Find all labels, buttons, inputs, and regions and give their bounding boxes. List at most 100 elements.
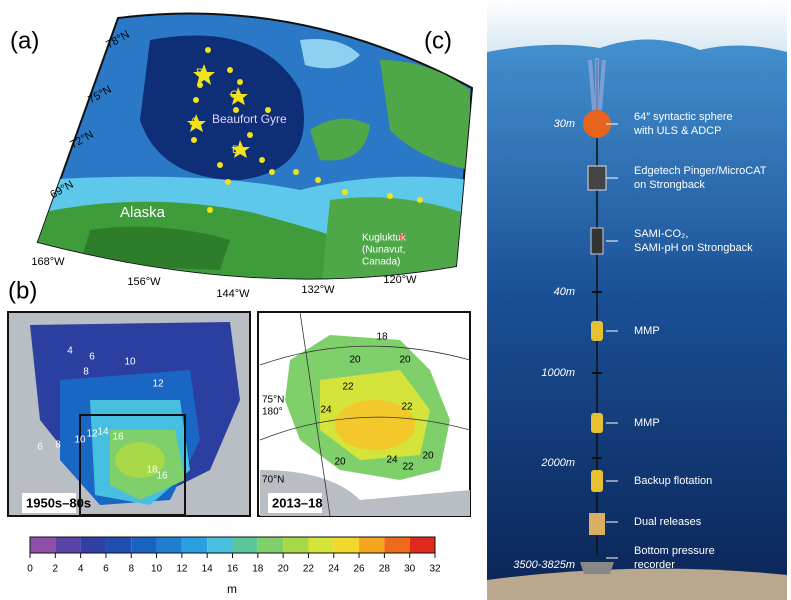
place-label: Beaufort Gyre xyxy=(212,112,287,126)
colorbar-tick-label: 32 xyxy=(429,564,441,575)
colorbar-tick-label: 18 xyxy=(252,564,264,575)
place-label: Canada) xyxy=(362,257,400,268)
contour-label: 12 xyxy=(152,379,164,390)
contour-label: 16 xyxy=(112,432,124,443)
lon-label: 156°W xyxy=(127,276,161,288)
instrument-label: SAMI-CO₂, xyxy=(634,228,688,240)
colorbar-tick-label: 14 xyxy=(202,564,214,575)
contour-label: 6 xyxy=(89,352,95,363)
site-label: A xyxy=(190,116,198,128)
contour-label: 16 xyxy=(156,471,168,482)
instrument-label: Bottom pressure xyxy=(634,545,715,557)
colorbar-tick-label: 16 xyxy=(227,564,239,575)
colorbar-tick-label: 4 xyxy=(78,564,84,575)
lon-label: 144°W xyxy=(216,288,250,300)
colorbar-segment xyxy=(81,537,106,553)
panel-label: (c) xyxy=(424,27,452,54)
lat-label: 75°N xyxy=(262,395,284,406)
colorbar-segment xyxy=(334,537,359,553)
colorbar-tick-label: 30 xyxy=(404,564,416,575)
period-label: 2013–18 xyxy=(272,495,323,510)
colorbar-tick-label: 24 xyxy=(328,564,340,575)
instrument-label: MMP xyxy=(634,325,660,337)
instrument-label: with ULS & ADCP xyxy=(633,125,721,137)
panel-label: (b) xyxy=(8,277,37,304)
contour-label: 8 xyxy=(83,367,89,378)
contour-label: 20 xyxy=(334,457,346,468)
instrument-label: on Strongback xyxy=(634,179,705,191)
colorbar-tick-label: 6 xyxy=(103,564,109,575)
colorbar-segment xyxy=(182,537,207,553)
contour-label: 6 xyxy=(37,442,43,453)
contour-label: 24 xyxy=(386,455,398,466)
contour-label: 8 xyxy=(55,440,61,451)
colorbar-tick-label: 28 xyxy=(379,564,391,575)
colorbar-segment xyxy=(410,537,435,553)
contour-label: 12 xyxy=(86,429,98,440)
site-label: C xyxy=(230,89,238,101)
lat-label: 70°N xyxy=(262,475,284,486)
colorbar-segment xyxy=(157,537,182,553)
figure: (a)(b)(c)78°N75°N72°N69°N168°W156°W144°W… xyxy=(0,0,791,600)
mooring-scene xyxy=(487,0,787,600)
lon-label: 180° xyxy=(262,407,283,418)
instrument-label: Edgetech Pinger/MicroCAT xyxy=(634,165,767,177)
colorbar-tick-label: 26 xyxy=(354,564,366,575)
contour-label: 22 xyxy=(402,462,414,473)
contour-label: 22 xyxy=(401,402,413,413)
map-a xyxy=(30,13,472,300)
colorbar-segment xyxy=(308,537,333,553)
colorbar-segment xyxy=(207,537,232,553)
depth-label: 30m xyxy=(554,118,575,130)
place-label: Alaska xyxy=(120,204,166,221)
instrument-label: recorder xyxy=(634,559,675,571)
lon-label: 132°W xyxy=(301,284,335,296)
place-label: (Nunavut, xyxy=(362,245,405,256)
colorbar-segment xyxy=(30,537,55,553)
depth-label: 1000m xyxy=(541,367,575,379)
instrument-label: Backup flotation xyxy=(634,475,712,487)
depth-label: 2000m xyxy=(540,457,575,469)
colorbar-segment xyxy=(283,537,308,553)
colorbar-segment xyxy=(384,537,409,553)
colorbar-segment xyxy=(131,537,156,553)
contour-label: 14 xyxy=(97,427,109,438)
contour-label: 22 xyxy=(342,382,354,393)
colorbar-tick-label: 2 xyxy=(53,564,59,575)
contour-label: 10 xyxy=(74,435,86,446)
instrument-label: SAMI-pH on Strongback xyxy=(634,242,753,254)
colorbar-segment xyxy=(233,537,258,553)
contour-label: 20 xyxy=(399,355,411,366)
instrument-label: 64″ syntactic sphere xyxy=(634,111,733,123)
contour-label: 4 xyxy=(67,346,73,357)
instrument-label: Dual releases xyxy=(634,516,702,528)
contour-label: 20 xyxy=(422,451,434,462)
panel-label: (a) xyxy=(10,27,39,54)
depth-label: 3500-3825m xyxy=(513,559,575,571)
map-b-left xyxy=(8,312,250,516)
colorbar-tick-label: 10 xyxy=(151,564,163,575)
colorbar-segment xyxy=(55,537,80,553)
colorbar-tick-label: 20 xyxy=(278,564,290,575)
period-label: 1950s–80s xyxy=(26,495,91,510)
place-label: Kugluktuk xyxy=(362,233,407,244)
depth-label: 40m xyxy=(554,286,575,298)
map-b-right xyxy=(258,312,470,516)
colorbar-tick-label: 8 xyxy=(128,564,134,575)
contour-label: 10 xyxy=(124,357,136,368)
colorbar-unit: m xyxy=(227,582,237,596)
colorbar-tick-label: 0 xyxy=(27,564,33,575)
site-label: B xyxy=(196,67,203,79)
colorbar-segment xyxy=(258,537,283,553)
colorbar-tick-label: 12 xyxy=(176,564,188,575)
site-label: D xyxy=(232,144,240,156)
contour-label: 18 xyxy=(376,332,388,343)
lon-label: 168°W xyxy=(31,256,65,268)
instrument-label: MMP xyxy=(634,417,660,429)
colorbar-tick-label: 22 xyxy=(303,564,315,575)
colorbar-segment xyxy=(106,537,131,553)
lon-label: 120°W xyxy=(383,274,417,286)
contour-label: 20 xyxy=(349,355,361,366)
colorbar-segment xyxy=(359,537,384,553)
contour-label: 24 xyxy=(320,405,332,416)
